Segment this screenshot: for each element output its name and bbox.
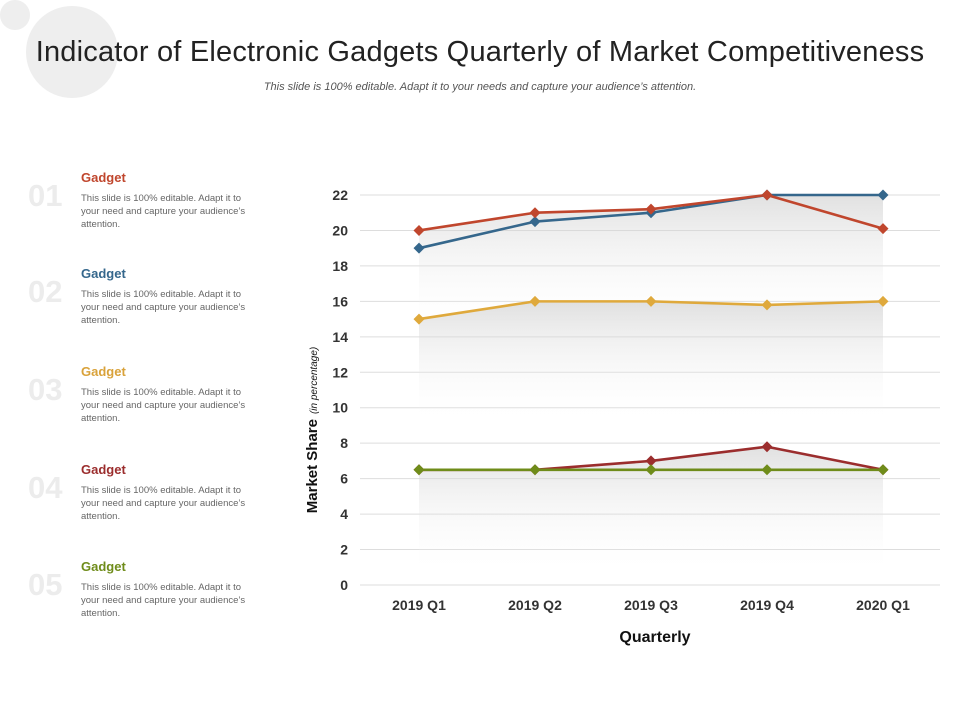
legend-item-01: 01 Gadget This slide is 100% editable. A… bbox=[24, 170, 264, 260]
x-axis-label: Quarterly bbox=[619, 629, 690, 646]
legend-heading: Gadget bbox=[81, 266, 126, 281]
data-point-marker bbox=[761, 299, 773, 311]
chart-series-markers bbox=[413, 189, 889, 476]
y-tick-label: 8 bbox=[340, 435, 348, 451]
data-point-marker bbox=[645, 203, 657, 215]
legend-item-04: 04 Gadget This slide is 100% editable. A… bbox=[24, 462, 264, 552]
data-point-marker bbox=[761, 189, 773, 201]
legend-description: This slide is 100% editable. Adapt it to… bbox=[81, 193, 246, 230]
y-axis-label-note: (in percentage) bbox=[309, 347, 320, 414]
page-subtitle: This slide is 100% editable. Adapt it to… bbox=[263, 81, 697, 93]
x-tick-label: 2019 Q1 bbox=[392, 597, 446, 613]
y-tick-label: 20 bbox=[332, 222, 348, 238]
legend-number: 04 bbox=[28, 470, 63, 505]
data-point-marker bbox=[645, 295, 657, 307]
chart-shaded-areas bbox=[419, 195, 883, 577]
legend-heading: Gadget bbox=[81, 462, 126, 477]
legend-item-05: 05 Gadget This slide is 100% editable. A… bbox=[24, 559, 264, 649]
y-tick-label: 2 bbox=[340, 542, 348, 558]
data-point-marker bbox=[877, 295, 889, 307]
series-shaded-area bbox=[419, 301, 883, 426]
legend-description: This slide is 100% editable. Adapt it to… bbox=[81, 582, 246, 619]
y-tick-label: 22 bbox=[332, 187, 348, 203]
series-shaded-area bbox=[419, 446, 883, 577]
y-axis-label-main: Market Share bbox=[304, 419, 321, 513]
data-point-marker bbox=[529, 207, 541, 219]
y-tick-label: 0 bbox=[340, 577, 348, 593]
x-tick-label: 2020 Q1 bbox=[856, 597, 910, 613]
data-point-marker bbox=[413, 242, 425, 254]
legend-heading: Gadget bbox=[81, 559, 126, 574]
legend-description: This slide is 100% editable. Adapt it to… bbox=[81, 485, 246, 522]
decorative-circle-small bbox=[0, 0, 30, 30]
decorative-circle bbox=[26, 6, 118, 98]
y-tick-label: 6 bbox=[340, 471, 348, 487]
y-tick-label: 16 bbox=[332, 293, 348, 309]
y-tick-label: 12 bbox=[332, 364, 348, 380]
data-point-marker bbox=[413, 224, 425, 236]
data-point-marker bbox=[645, 455, 657, 467]
legend-description: This slide is 100% editable. Adapt it to… bbox=[81, 387, 246, 424]
x-axis-ticks: 2019 Q1 2019 Q2 2019 Q3 2019 Q4 2020 Q1 bbox=[392, 597, 910, 613]
x-tick-label: 2019 Q3 bbox=[624, 597, 678, 613]
y-tick-label: 18 bbox=[332, 258, 348, 274]
data-point-marker bbox=[413, 313, 425, 325]
data-point-marker bbox=[877, 223, 889, 235]
x-tick-label: 2019 Q2 bbox=[508, 597, 562, 613]
legend-item-02: 02 Gadget This slide is 100% editable. A… bbox=[24, 266, 264, 356]
data-point-marker bbox=[529, 295, 541, 307]
legend-number: 03 bbox=[28, 372, 63, 407]
y-tick-label: 10 bbox=[332, 400, 348, 416]
y-tick-label: 14 bbox=[332, 329, 348, 345]
legend-description: This slide is 100% editable. Adapt it to… bbox=[81, 289, 246, 326]
x-tick-label: 2019 Q4 bbox=[740, 597, 794, 613]
data-point-marker bbox=[529, 464, 541, 476]
legend-heading: Gadget bbox=[81, 364, 126, 379]
y-axis-label: Market Share (in percentage) bbox=[304, 347, 321, 513]
legend-item-03: 03 Gadget This slide is 100% editable. A… bbox=[24, 364, 264, 454]
legend-number: 02 bbox=[28, 274, 63, 309]
data-point-marker bbox=[529, 216, 541, 228]
data-point-marker bbox=[877, 464, 889, 476]
page-title: Indicator of Electronic Gadgets Quarterl… bbox=[35, 36, 925, 68]
data-point-marker bbox=[877, 189, 889, 201]
y-axis-ticks: 0 2 4 6 8 10 12 14 16 18 20 22 bbox=[332, 187, 348, 593]
data-point-marker bbox=[413, 464, 425, 476]
data-point-marker bbox=[761, 464, 773, 476]
legend-number: 01 bbox=[28, 178, 63, 213]
data-point-marker bbox=[645, 464, 657, 476]
data-point-marker bbox=[761, 441, 773, 453]
legend-heading: Gadget bbox=[81, 170, 126, 185]
y-tick-label: 4 bbox=[340, 506, 348, 522]
legend-number: 05 bbox=[28, 567, 63, 602]
